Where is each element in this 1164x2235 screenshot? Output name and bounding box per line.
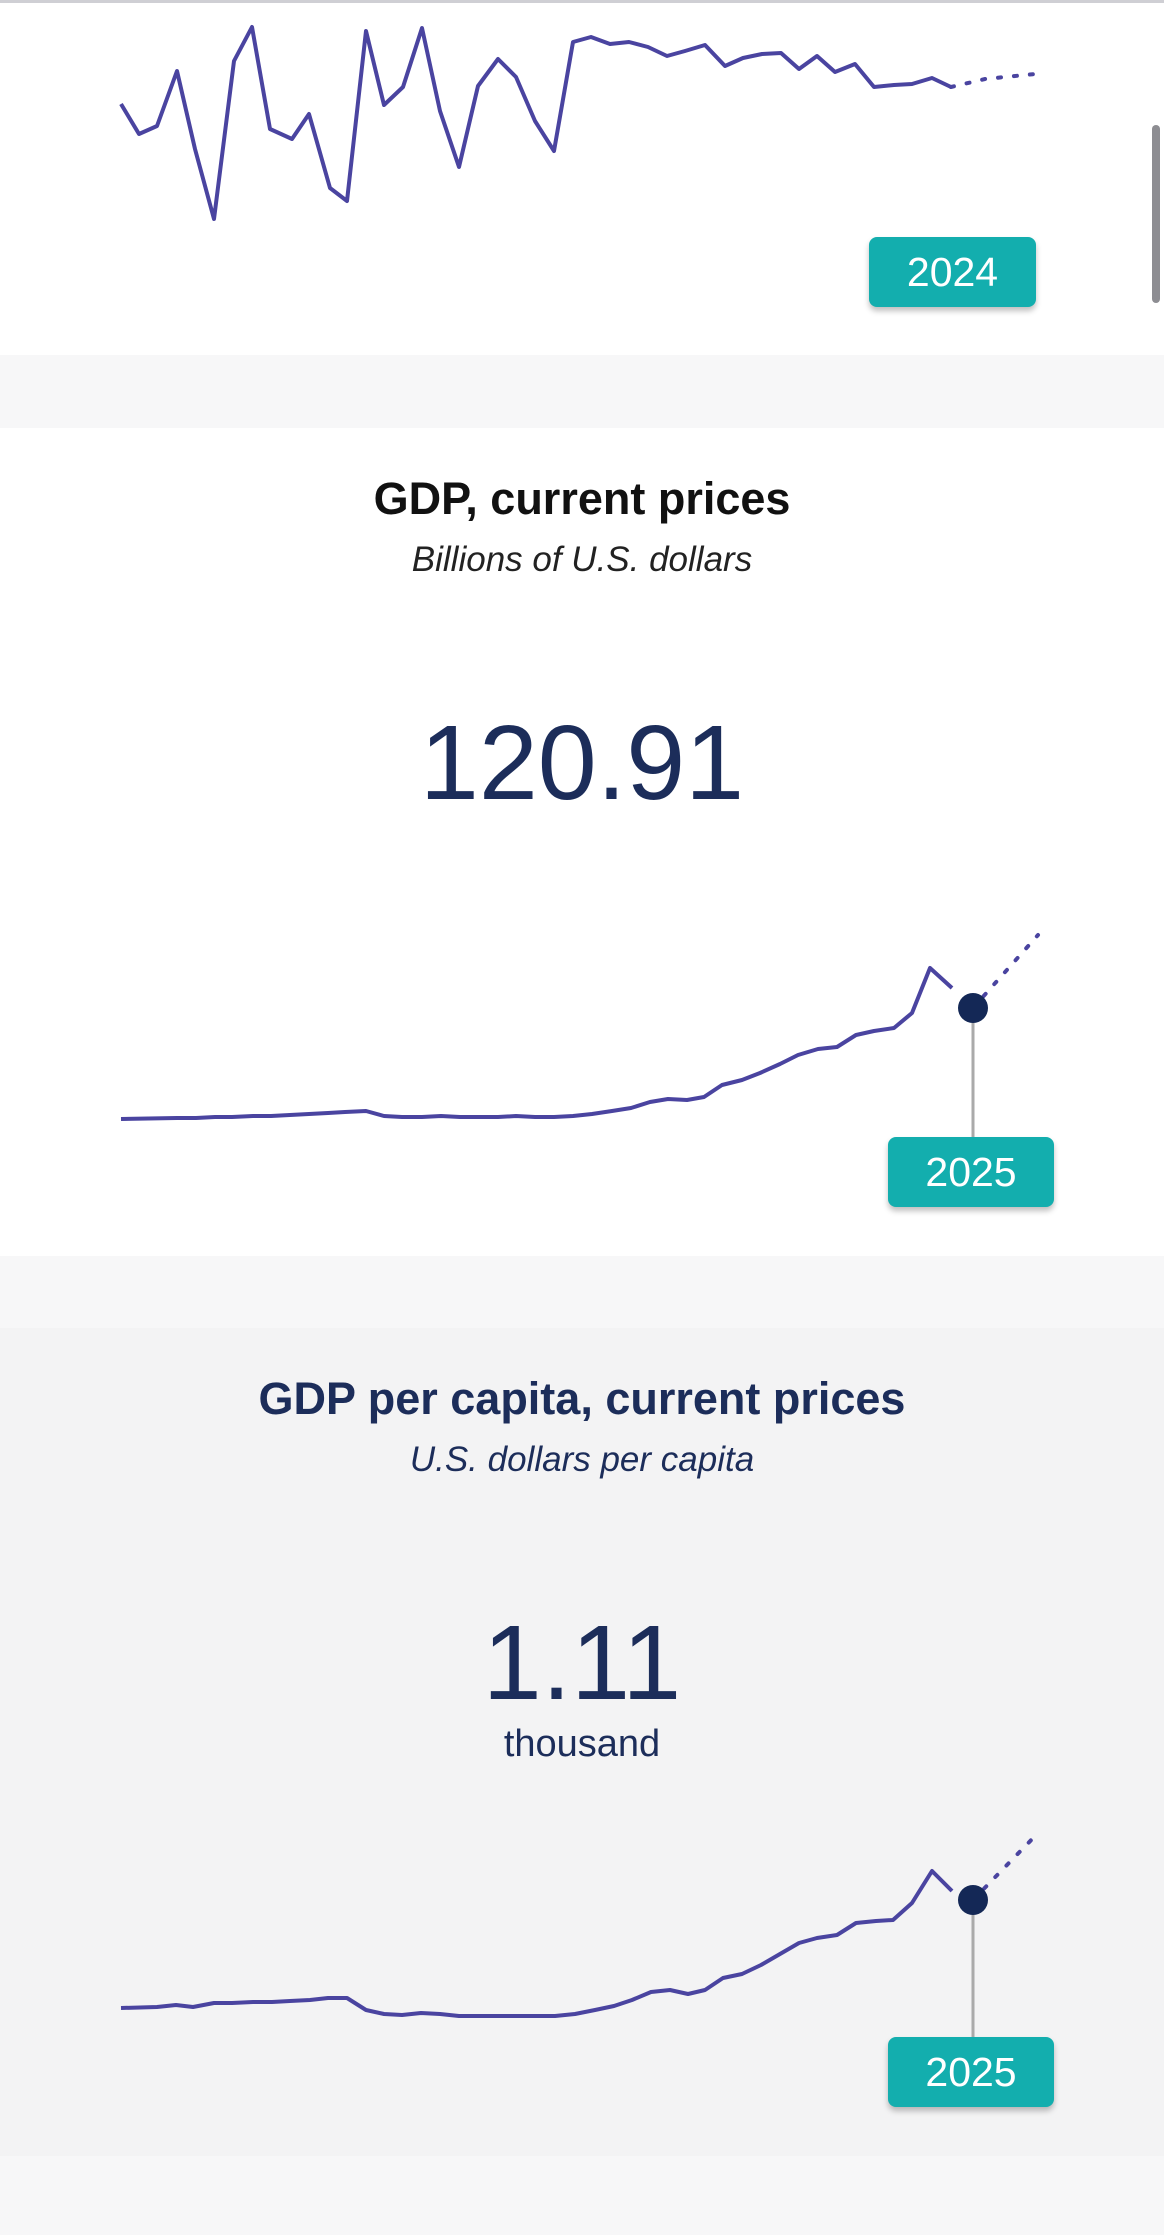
- sparkline-solid: [119, 25, 952, 221]
- sparkline-forecast: [949, 71, 1047, 89]
- indicator-card-gdp: GDP, current prices Billions of U.S. dol…: [0, 428, 1164, 1256]
- indicator-unit: thousand: [503, 1723, 661, 1765]
- card-title: GDP, current prices: [373, 473, 791, 524]
- card-subtitle: U.S. dollars per capita: [409, 1440, 755, 1479]
- indicator-value: 1.11: [482, 1604, 682, 1722]
- year-badge: 2024: [869, 237, 1036, 307]
- indicator-value: 120.91: [419, 704, 745, 822]
- current-value-marker: [958, 993, 988, 1023]
- scrollbar-thumb[interactable]: [1152, 125, 1160, 303]
- card-subtitle: Billions of U.S. dollars: [411, 540, 753, 579]
- sparkline-solid: [120, 966, 954, 1121]
- top-divider: [0, 0, 1164, 3]
- year-badge: 2025: [888, 2037, 1054, 2107]
- sparkline-forecast: [971, 933, 1040, 1010]
- sparkline-chart: [119, 25, 1047, 221]
- sparkline-chart: [120, 933, 1040, 1137]
- sparkline-solid: [120, 1869, 954, 2018]
- indicator-card-growth: 2024: [0, 3, 1164, 355]
- sparkline-forecast: [971, 1831, 1040, 1902]
- sparkline-chart: [120, 1831, 1040, 2038]
- year-badge: 2025: [888, 1137, 1054, 1207]
- current-value-marker: [958, 1885, 988, 1915]
- indicator-card-gdp-per-capita: GDP per capita, current prices U.S. doll…: [0, 1328, 1164, 2156]
- card-title: GDP per capita, current prices: [258, 1373, 906, 1424]
